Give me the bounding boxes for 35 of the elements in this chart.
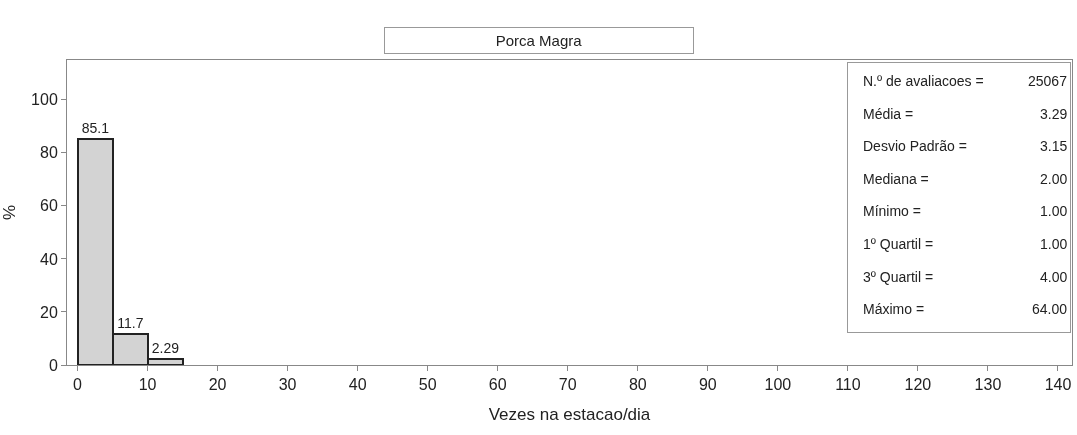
x-tick-label: 130	[974, 376, 1002, 394]
x-tick-label: 140	[1044, 376, 1072, 394]
x-tick-label: 110	[835, 376, 861, 394]
x-tick-label: 30	[278, 376, 297, 394]
x-tick-label: 120	[904, 376, 932, 394]
x-axis-title: Vezes na estacao/dia	[488, 404, 651, 424]
y-tick-label: 60	[40, 197, 58, 215]
x-tick-label: 50	[418, 376, 437, 394]
y-tick-label: 100	[31, 91, 58, 109]
data-label: 2.29	[151, 340, 180, 356]
x-tick-label: 10	[138, 376, 157, 394]
chart-title: Porca Magra	[495, 32, 583, 49]
y-tick-label: 40	[40, 250, 58, 268]
x-tick-label: 90	[698, 376, 717, 394]
x-tick-label: 40	[348, 376, 367, 394]
x-tick-label: 70	[558, 376, 577, 394]
y-tick-label: 20	[40, 303, 58, 321]
text: Máximo = 64.00	[863, 301, 1068, 317]
text: Média = 3.29	[863, 106, 1068, 122]
x-tick-label: 20	[208, 376, 227, 394]
text: Mínimo = 1.00	[863, 203, 1068, 219]
data-label: 11.7	[117, 315, 144, 331]
x-tick-label: 60	[488, 376, 507, 394]
y-tick-label: 80	[40, 144, 58, 162]
text: N.º de avaliacoes = 25067	[863, 73, 1067, 89]
y-axis-title: %	[0, 204, 19, 221]
text: 1º Quartil = 1.00	[863, 236, 1068, 252]
x-tick-label: 100	[764, 376, 792, 394]
text: Desvio Padrão = 3.15	[863, 138, 1068, 154]
data-label: 85.1	[81, 120, 110, 136]
y-tick-label: 0	[48, 356, 58, 374]
x-tick-label: 0	[73, 376, 83, 394]
x-tick-label: 80	[628, 376, 647, 394]
text: 3º Quartil = 4.00	[863, 269, 1068, 285]
text: Mediana = 2.00	[863, 171, 1068, 187]
